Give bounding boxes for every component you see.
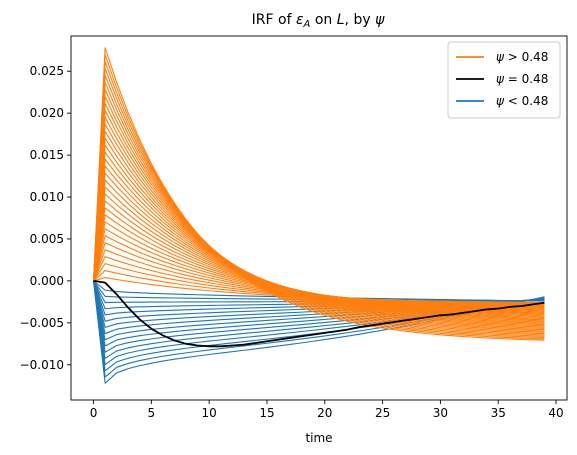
legend-label: ψ > 0.48 [496,50,548,64]
y-axis-ticks: −0.010 −0.005 0.000 0.005 0.010 0.015 0.020 0.0… [20,64,71,372]
y-tick-label: 0.015 [30,148,64,162]
series-line-psi-above [93,95,545,332]
series-line-psi-above [93,123,545,327]
plot-lines [93,47,545,384]
y-tick-label: 0.000 [30,274,64,288]
legend-label: ψ = 0.48 [496,72,548,86]
x-tick-label: 35 [491,406,506,420]
chart-title: IRF of εA on L, by ψ [252,12,385,30]
series-line-psi-above [93,54,545,340]
series-line-psi-above [93,88,545,333]
series-line-psi-above [93,61,545,339]
series-line-psi-above [93,263,545,305]
y-tick-label: 0.020 [30,106,64,120]
x-axis-ticks: 0 5 10 15 20 25 30 35 40 [90,400,564,420]
x-tick-label: 20 [317,406,332,420]
x-tick-label: 30 [433,406,448,420]
y-tick-label: −0.010 [20,358,64,372]
series-line-psi-above [93,109,545,329]
x-tick-label: 15 [259,406,274,420]
y-tick-label: 0.025 [30,64,64,78]
x-tick-label: 40 [548,406,563,420]
series-line-psi-above [93,47,545,341]
series-line-psi-above [93,68,545,337]
legend-label: ψ < 0.48 [496,94,548,108]
series-line-psi-equal [93,280,545,348]
legend: ψ > 0.48 ψ = 0.48 ψ < 0.48 [447,41,561,119]
x-tick-label: 25 [375,406,390,420]
x-axis-label: time [305,431,332,445]
series-line-psi-above [93,102,545,331]
series-line-psi-above [93,75,545,336]
plot-frame [70,35,568,401]
y-tick-label: 0.005 [30,232,64,246]
series-line-psi-above [93,82,545,335]
x-tick-label: 0 [90,406,98,420]
series-line-psi-above [93,130,545,326]
series-line-psi-above [93,277,545,304]
series-line-psi-above [93,270,545,304]
x-tick-label: 5 [148,406,156,420]
y-tick-label: −0.005 [20,316,64,330]
legend-box [447,41,561,119]
x-tick-label: 10 [202,406,217,420]
y-tick-label: 0.010 [30,190,64,204]
series-line-psi-above [93,116,545,328]
